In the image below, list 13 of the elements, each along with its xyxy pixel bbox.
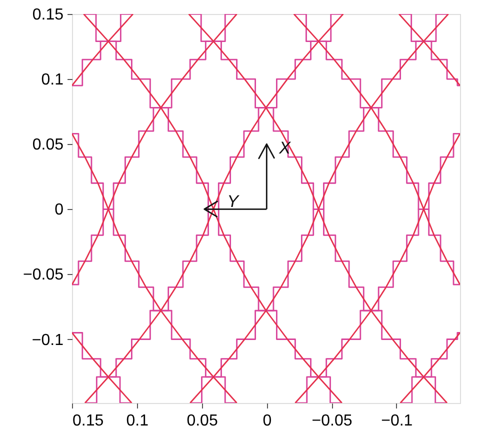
y-tick-label: 0.15 — [32, 6, 64, 24]
x-tick-label: 0 — [262, 412, 272, 430]
x-tick-label: 0.15 — [72, 412, 104, 430]
y-tick-label: 0.05 — [32, 136, 64, 154]
x-tick-label: 0.05 — [186, 412, 218, 430]
y-tick-label: 0.1 — [41, 72, 64, 89]
y-tick-label: −0.1 — [32, 332, 64, 349]
series-label: Y — [227, 192, 240, 212]
x-tick-label: −0.05 — [312, 412, 352, 430]
y-tick-label: −0.05 — [23, 266, 64, 284]
x-tick-label: −0.1 — [381, 412, 413, 430]
y-tick-label: 0 — [54, 202, 64, 219]
x-tick-label: 0.1 — [126, 412, 149, 430]
